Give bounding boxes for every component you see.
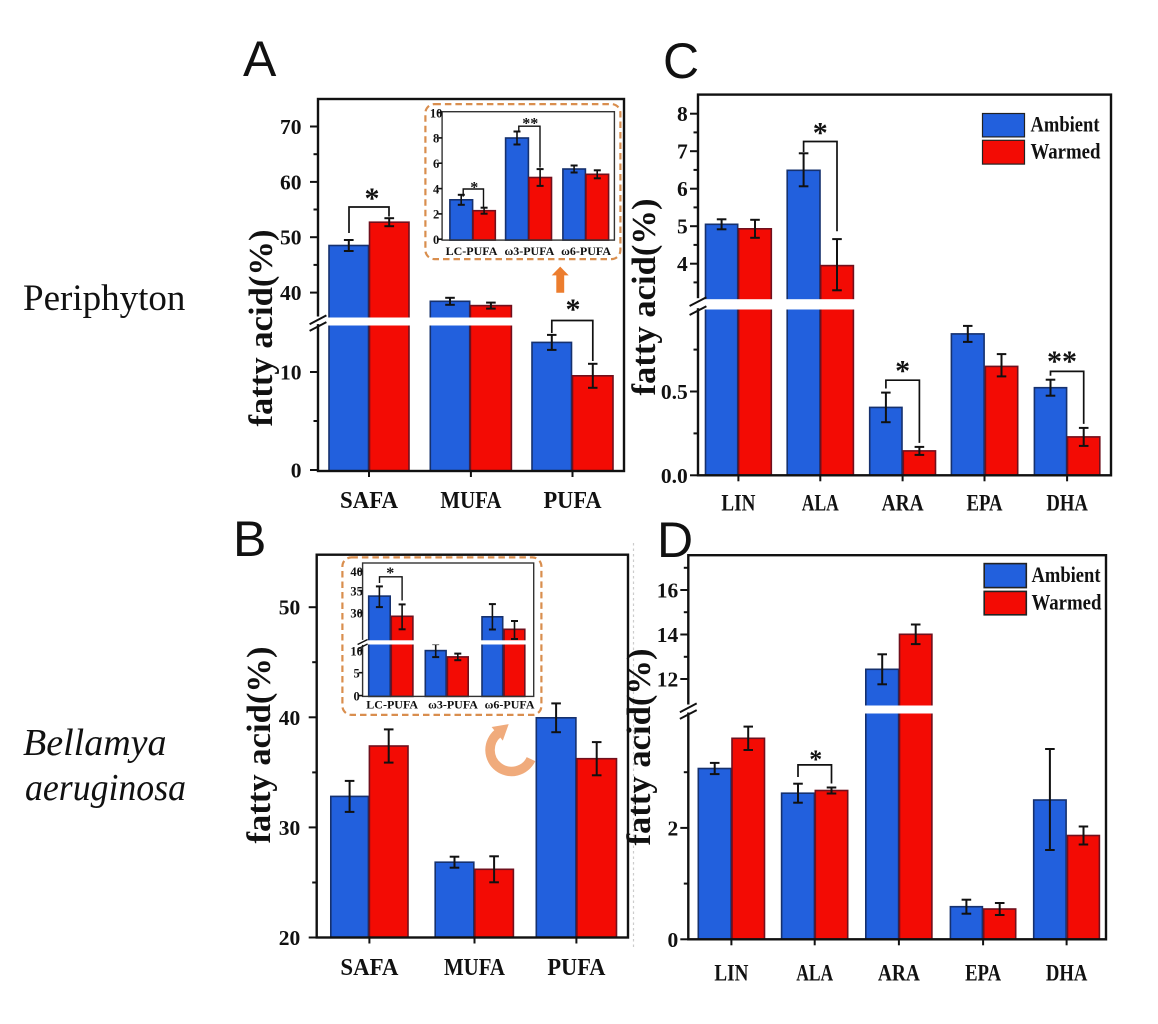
svg-text:Periphyton: Periphyton <box>23 278 185 319</box>
svg-text:fatty acid(%): fatty acid(%) <box>241 647 278 844</box>
svg-text:0: 0 <box>291 459 302 483</box>
svg-text:10: 10 <box>430 106 443 120</box>
svg-text:12: 12 <box>657 668 679 692</box>
svg-text:EPA: EPA <box>965 961 1001 986</box>
svg-text:0.0: 0.0 <box>661 464 688 488</box>
svg-text:0: 0 <box>433 233 439 247</box>
svg-text:ALA: ALA <box>796 961 833 986</box>
svg-text:50: 50 <box>279 596 301 620</box>
svg-text:C: C <box>663 33 699 89</box>
svg-text:ω3-PUFA: ω3-PUFA <box>504 244 554 258</box>
svg-text:35: 35 <box>350 584 363 598</box>
svg-text:10: 10 <box>280 361 302 385</box>
svg-text:8: 8 <box>433 132 439 146</box>
svg-text:30: 30 <box>350 606 363 620</box>
svg-text:B: B <box>233 511 266 567</box>
svg-text:*: * <box>895 355 910 388</box>
svg-text:Warmed: Warmed <box>1032 590 1102 615</box>
svg-text:ARA: ARA <box>882 491 924 516</box>
svg-text:4: 4 <box>677 252 688 276</box>
svg-text:4: 4 <box>433 182 440 196</box>
svg-text:SAFA: SAFA <box>340 487 398 514</box>
svg-text:16: 16 <box>657 579 679 603</box>
svg-text:50: 50 <box>280 226 302 250</box>
svg-text:MUFA: MUFA <box>440 487 501 514</box>
svg-text:DHA: DHA <box>1046 491 1088 516</box>
svg-text:*: * <box>365 182 380 215</box>
svg-text:Bellamya: Bellamya <box>23 722 167 764</box>
svg-text:5: 5 <box>677 215 688 239</box>
svg-text:**: ** <box>522 116 538 133</box>
svg-text:8: 8 <box>677 102 688 126</box>
svg-text:ALA: ALA <box>802 491 839 516</box>
svg-text:SAFA: SAFA <box>340 954 398 981</box>
svg-text:20: 20 <box>279 926 301 950</box>
svg-text:*: * <box>386 565 394 582</box>
svg-text:MUFA: MUFA <box>444 954 505 981</box>
svg-text:5: 5 <box>353 666 359 680</box>
svg-text:0: 0 <box>668 928 679 952</box>
svg-text:D: D <box>657 512 693 568</box>
svg-text:Ambient: Ambient <box>1031 112 1100 137</box>
svg-text:fatty acid(%): fatty acid(%) <box>621 649 658 846</box>
svg-text:6: 6 <box>433 157 439 171</box>
svg-text:40: 40 <box>350 565 363 579</box>
svg-text:A: A <box>243 31 277 87</box>
svg-text:ω6-PUFA: ω6-PUFA <box>485 698 535 712</box>
svg-text:40: 40 <box>280 281 302 305</box>
svg-text:7: 7 <box>677 140 688 164</box>
svg-text:LC-PUFA: LC-PUFA <box>446 244 498 258</box>
svg-text:10: 10 <box>350 644 363 658</box>
svg-text:fatty acid(%): fatty acid(%) <box>243 230 280 427</box>
svg-text:2: 2 <box>668 816 679 840</box>
svg-text:*: * <box>470 180 478 197</box>
svg-text:DHA: DHA <box>1046 961 1088 986</box>
svg-text:fatty acid(%): fatty acid(%) <box>626 199 663 396</box>
svg-text:PUFA: PUFA <box>544 487 602 514</box>
svg-text:LIN: LIN <box>714 961 748 986</box>
svg-text:Ambient: Ambient <box>1032 562 1101 587</box>
svg-text:*: * <box>566 293 581 326</box>
svg-text:PUFA: PUFA <box>547 954 605 981</box>
svg-text:**: ** <box>1047 345 1077 378</box>
svg-text:aeruginosa: aeruginosa <box>25 767 186 809</box>
svg-text:Warmed: Warmed <box>1031 138 1101 163</box>
svg-text:60: 60 <box>280 170 302 194</box>
svg-text:6: 6 <box>677 177 688 201</box>
svg-text:EPA: EPA <box>967 491 1003 516</box>
svg-text:LIN: LIN <box>721 491 755 516</box>
svg-text:0: 0 <box>353 689 359 703</box>
svg-text:2: 2 <box>433 208 439 222</box>
svg-text:0.5: 0.5 <box>661 380 688 404</box>
svg-text:30: 30 <box>279 816 301 840</box>
svg-text:70: 70 <box>280 115 302 139</box>
svg-text:LC-PUFA: LC-PUFA <box>366 698 418 712</box>
svg-text:ω6-PUFA: ω6-PUFA <box>561 244 611 258</box>
svg-text:14: 14 <box>657 623 679 647</box>
svg-text:40: 40 <box>279 706 301 730</box>
svg-text:*: * <box>809 745 822 774</box>
svg-text:*: * <box>813 117 828 150</box>
svg-text:ARA: ARA <box>878 961 920 986</box>
svg-text:ω3-PUFA: ω3-PUFA <box>428 698 478 712</box>
